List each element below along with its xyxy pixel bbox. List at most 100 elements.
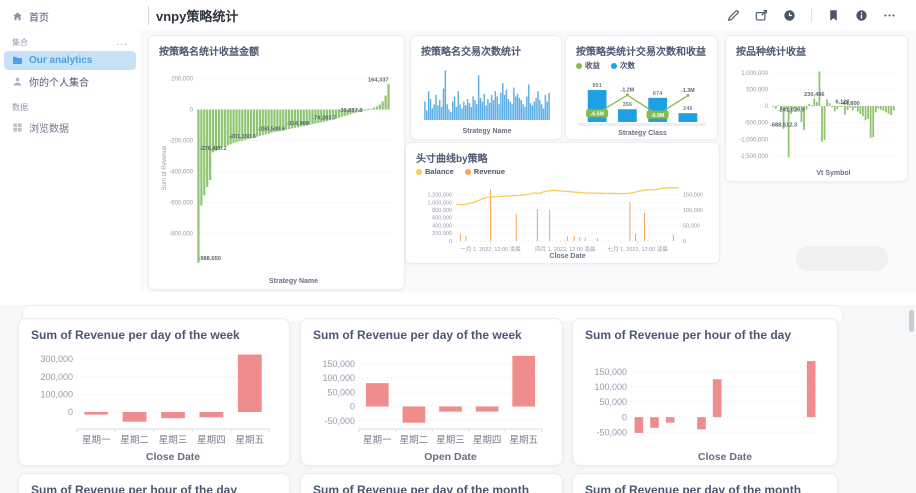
collections-menu-icon[interactable]: ... bbox=[116, 37, 128, 48]
week-close-chart: 300,000 200,000 100,000 0 星期一 星期二 星期三 星期四 星期五 Clo… bbox=[40, 354, 270, 463]
card-trades-by-strategy[interactable]: 按策略名交易次数统计 Strategy Name bbox=[410, 35, 562, 140]
sidebar-item-browse-data[interactable]: 浏览数据 bbox=[0, 116, 140, 139]
svg-text:0: 0 bbox=[683, 239, 686, 245]
card-title: Sum of Revenue per day of the week bbox=[31, 328, 240, 342]
svg-text:星期二: 星期二 bbox=[400, 435, 429, 446]
svg-text:100,000: 100,000 bbox=[594, 382, 627, 392]
svg-text:0: 0 bbox=[765, 104, 769, 110]
svg-text:0: 0 bbox=[449, 239, 452, 245]
svg-text:0: 0 bbox=[190, 108, 194, 114]
info-icon[interactable] bbox=[855, 9, 868, 22]
svg-text:150,000: 150,000 bbox=[683, 193, 703, 199]
svg-text:246: 246 bbox=[683, 106, 693, 112]
card-title: 按策略类统计交易次数和收益 bbox=[576, 47, 706, 58]
svg-text:Close Date: Close Date bbox=[549, 253, 585, 260]
revenue-by-strategy-chart: 200,000 0 -200,000 -400,000 -600,000 -800,000… bbox=[162, 77, 390, 285]
svg-text:-44,800: -44,800 bbox=[841, 101, 860, 107]
card-title: 头寸曲线by策略 bbox=[416, 154, 488, 165]
svg-text:星期二: 星期二 bbox=[120, 435, 149, 446]
svg-text:Strategy Name: Strategy Name bbox=[462, 128, 511, 135]
legend-dot-count bbox=[611, 62, 617, 69]
clock-icon[interactable] bbox=[783, 9, 796, 22]
svg-text:-276,480.2: -276,480.2 bbox=[199, 146, 226, 152]
svg-text:星期三: 星期三 bbox=[436, 435, 465, 446]
svg-text:1,000,000: 1,000,000 bbox=[428, 200, 452, 206]
collections-label: 集合 bbox=[12, 38, 28, 47]
actions-divider bbox=[811, 8, 812, 22]
svg-text:七月 1, 2022, 12:00 凌晨: 七月 1, 2022, 12:00 凌晨 bbox=[608, 245, 669, 253]
legend: 收益 次数 bbox=[576, 60, 707, 71]
card-week-open[interactable]: Sum of Revenue per day of the week 150,0… bbox=[300, 318, 563, 466]
card-position-curve[interactable]: 头寸曲线by策略 Balance Revenue 1,200,000 1,000,… bbox=[405, 142, 720, 264]
svg-text:-201,150.6: -201,150.6 bbox=[229, 134, 256, 140]
card-symbol-revenue[interactable]: 按品种统计收益 1,000,000 500,000 0 -500,000 -1,000,… bbox=[725, 35, 908, 182]
svg-text:600,000: 600,000 bbox=[432, 216, 452, 222]
data-label: 数据 bbox=[12, 103, 28, 112]
legend-dot-balance bbox=[416, 168, 422, 175]
sidebar-section-collections: 集合 ... bbox=[0, 28, 140, 51]
svg-text:400,000: 400,000 bbox=[432, 223, 452, 229]
dashboard-header: vnpy策略统计 bbox=[140, 0, 916, 30]
svg-text:50,000: 50,000 bbox=[327, 387, 355, 397]
svg-text:200,000: 200,000 bbox=[432, 231, 452, 237]
legend-label: Revenue bbox=[473, 167, 506, 176]
dashboard-canvas: 按策略名统计收益金额 200,000 0 -200,000 -400,000 -600,… bbox=[140, 30, 916, 292]
legend-label: Balance bbox=[425, 167, 454, 176]
svg-text:500,000: 500,000 bbox=[746, 88, 768, 94]
export-icon[interactable] bbox=[755, 9, 768, 22]
svg-text:230,486: 230,486 bbox=[804, 92, 825, 98]
svg-text:Close Date: Close Date bbox=[698, 451, 752, 463]
svg-text:-1.3M: -1.3M bbox=[681, 88, 695, 94]
symbol-revenue-chart: 1,000,000 500,000 0 -500,000 -1,000,000 -1,50… bbox=[739, 71, 895, 177]
browse-data-label: 浏览数据 bbox=[29, 124, 69, 135]
edit-pencil-icon[interactable] bbox=[727, 9, 740, 22]
svg-text:星期一: 星期一 bbox=[82, 435, 111, 446]
svg-text:891: 891 bbox=[592, 83, 602, 89]
sidebar-item-our-analytics[interactable]: Our analytics bbox=[4, 51, 136, 70]
svg-text:300,000: 300,000 bbox=[40, 354, 73, 364]
svg-text:星期三: 星期三 bbox=[159, 435, 188, 446]
card-class-combo[interactable]: 按策略类统计交易次数和收益 收益 次数 891 356 674 246 -6.5M -1.… bbox=[565, 35, 718, 140]
our-analytics-label: Our analytics bbox=[29, 55, 93, 66]
svg-text:50,000: 50,000 bbox=[599, 397, 627, 407]
header-actions bbox=[727, 8, 916, 22]
card-day-of-month-1[interactable]: Sum of Revenue per day of the month bbox=[300, 473, 563, 493]
card-title: Sum of Revenue per hour of the day bbox=[31, 483, 238, 493]
svg-text:200,000: 200,000 bbox=[171, 77, 193, 83]
hour-close-chart: 150,000 100,000 50,000 0 -50,000 Close Date bbox=[594, 361, 819, 463]
svg-text:-1.2M: -1.2M bbox=[621, 88, 635, 94]
svg-text:1,000,000: 1,000,000 bbox=[741, 71, 768, 77]
svg-text:50,000: 50,000 bbox=[683, 223, 700, 229]
card-hour-of-day-2[interactable]: Sum of Revenue per hour of the day bbox=[18, 473, 290, 493]
svg-text:674: 674 bbox=[653, 91, 663, 97]
scrollbar-thumb[interactable] bbox=[909, 310, 914, 332]
card-week-close[interactable]: Sum of Revenue per day of the week 300,0… bbox=[18, 318, 290, 466]
svg-text:-688,512.3: -688,512.3 bbox=[770, 122, 797, 128]
legend-item: 收益 bbox=[576, 60, 600, 71]
svg-text:星期五: 星期五 bbox=[509, 435, 538, 446]
card-revenue-by-strategy[interactable]: 按策略名统计收益金额 200,000 0 -200,000 -400,000 -600,… bbox=[148, 35, 405, 290]
legend-dot-revenue bbox=[576, 62, 582, 69]
card-title: Sum of Revenue per hour of the day bbox=[585, 328, 792, 342]
sidebar-item-personal-collection[interactable]: 你的个人集合 bbox=[0, 70, 140, 93]
svg-text:-6.9M: -6.9M bbox=[651, 113, 665, 119]
legend-item: Balance bbox=[416, 167, 454, 176]
card-title: Sum of Revenue per day of the month bbox=[313, 483, 530, 493]
table-grid-icon bbox=[12, 122, 23, 133]
legend-label: 收益 bbox=[585, 61, 600, 70]
sidebar-item-home[interactable]: 首页 bbox=[0, 5, 140, 28]
ellipsis-icon[interactable] bbox=[883, 9, 896, 22]
svg-text:200,000: 200,000 bbox=[40, 372, 73, 382]
card-hour-close[interactable]: Sum of Revenue per hour of the day 150,0… bbox=[572, 318, 838, 466]
card-day-of-month-2[interactable]: Sum of Revenue per day of the month bbox=[572, 473, 838, 493]
svg-text:Close Date: Close Date bbox=[146, 451, 200, 463]
svg-text:100,000: 100,000 bbox=[322, 373, 355, 383]
bookmark-icon[interactable] bbox=[827, 9, 840, 22]
svg-text:0: 0 bbox=[68, 407, 73, 417]
svg-text:356: 356 bbox=[623, 102, 633, 108]
svg-text:Open Date: Open Date bbox=[424, 451, 477, 463]
svg-text:四月 1, 2022, 12:00 凌晨: 四月 1, 2022, 12:00 凌晨 bbox=[535, 245, 596, 253]
svg-text:-50,000: -50,000 bbox=[596, 427, 627, 437]
